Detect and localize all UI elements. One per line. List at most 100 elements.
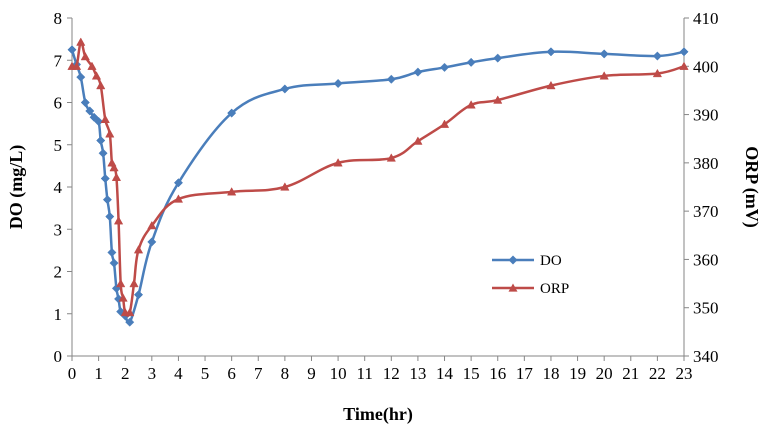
right-axis-title: ORP (mV) <box>741 146 760 227</box>
x-tick-label: 21 <box>622 364 639 383</box>
orp-data-point <box>280 182 290 191</box>
do-data-point <box>227 108 237 118</box>
x-tick-label: 17 <box>516 364 534 383</box>
x-tick-label: 11 <box>357 364 373 383</box>
left-tick-label: 3 <box>54 220 63 239</box>
do-data-point <box>280 84 290 94</box>
orp-data-point <box>386 153 396 162</box>
do-data-point <box>109 258 119 268</box>
left-tick-label: 6 <box>54 94 63 113</box>
do-data-point <box>102 195 112 205</box>
do-data-point <box>105 212 115 222</box>
orp-data-point <box>439 119 450 128</box>
orp-data-point <box>113 216 124 225</box>
do-data-point <box>679 47 689 57</box>
do-data-point <box>493 53 503 63</box>
orp-data-point <box>147 220 157 230</box>
legend-orp-marker <box>508 283 518 292</box>
do-data-point <box>67 45 77 55</box>
do-data-point <box>333 78 343 89</box>
x-tick-label: 19 <box>569 364 586 383</box>
orp-data-point <box>652 68 663 78</box>
x-tick-label: 14 <box>436 364 454 383</box>
x-axis-title: Time(hr) <box>343 404 413 425</box>
x-tick-label: 10 <box>330 364 347 383</box>
x-tick-label: 22 <box>649 364 666 383</box>
do-data-point <box>133 290 144 300</box>
do-data-point <box>107 247 117 258</box>
legend-orp-label: ORP <box>540 281 569 297</box>
x-tick-label: 1 <box>94 364 103 383</box>
orp-data-point <box>116 278 126 288</box>
x-tick-label: 20 <box>596 364 613 383</box>
do-data-point <box>147 237 157 247</box>
left-axis: 0 1 2 3 4 5 6 7 8 <box>54 9 73 366</box>
right-tick-label: 340 <box>693 347 719 366</box>
orp-data-point <box>133 245 144 254</box>
orp-data-point <box>413 136 423 145</box>
x-tick-label: 13 <box>409 364 426 383</box>
orp-data-point <box>76 37 86 46</box>
orp-data-point <box>546 80 556 90</box>
x-tick-label: 12 <box>383 364 400 383</box>
orp-data-point <box>466 100 476 109</box>
orp-data-point <box>493 95 503 104</box>
do-data-point <box>76 72 86 82</box>
right-tick-label: 410 <box>693 9 719 28</box>
x-tick-label: 18 <box>542 364 559 383</box>
x-tick-label: 8 <box>281 364 290 383</box>
orp-data-point <box>71 61 82 70</box>
orp-data-point <box>118 293 128 302</box>
do-data-point <box>546 47 556 57</box>
x-axis: 0 1 2 3 4 5 6 7 8 9 10 11 12 13 14 15 16 17 18 19 20 21 22 23 <box>68 355 693 383</box>
legend-do-label: DO <box>540 253 562 269</box>
x-tick-label: 2 <box>121 364 130 383</box>
left-tick-label: 2 <box>54 263 63 282</box>
do-data-point <box>466 57 476 67</box>
left-tick-label: 7 <box>54 51 63 70</box>
do-data-point <box>96 135 106 146</box>
orp-data-point <box>173 194 184 203</box>
x-tick-label: 9 <box>307 364 316 383</box>
legend-do-marker <box>508 255 518 265</box>
do-data-point <box>80 97 90 108</box>
left-tick-label: 0 <box>54 347 63 366</box>
do-data-point <box>125 317 135 327</box>
orp-data-point <box>679 61 689 70</box>
right-tick-label: 390 <box>693 106 719 125</box>
x-tick-label: 3 <box>148 364 157 383</box>
right-tick-label: 400 <box>693 57 719 76</box>
orp-data-point <box>109 162 119 172</box>
orp-data-point <box>129 278 139 288</box>
x-tick-label: 16 <box>489 364 506 383</box>
do-data-point <box>413 67 423 77</box>
orp-data-point <box>91 71 102 80</box>
left-tick-label: 8 <box>54 9 63 28</box>
right-tick-label: 360 <box>693 250 719 269</box>
do-series-line <box>70 49 685 325</box>
left-tick-label: 1 <box>54 305 63 324</box>
right-axis: 340 350 360 370 380 390 400 410 <box>683 9 719 366</box>
right-tick-label: 370 <box>693 202 719 221</box>
series-layer <box>67 37 689 327</box>
x-tick-label: 4 <box>174 364 183 383</box>
orp-data-point <box>111 172 122 181</box>
orp-data-point <box>80 51 90 61</box>
do-data-point <box>85 106 95 116</box>
orp-data-point <box>125 307 135 317</box>
do-data-point <box>173 178 183 188</box>
right-tick-label: 350 <box>693 299 719 318</box>
do-data-point <box>100 173 110 184</box>
left-tick-label: 4 <box>54 178 63 197</box>
orp-data-point <box>227 187 237 196</box>
orp-data-point <box>599 71 609 80</box>
do-data-point <box>94 116 104 127</box>
do-data-point <box>652 51 662 61</box>
x-tick-label: 0 <box>68 364 77 383</box>
orp-data-point <box>105 129 115 138</box>
do-data-point <box>599 49 609 59</box>
orp-data-point <box>96 80 106 90</box>
orp-series-line <box>71 40 685 317</box>
do-data-point <box>98 148 108 158</box>
